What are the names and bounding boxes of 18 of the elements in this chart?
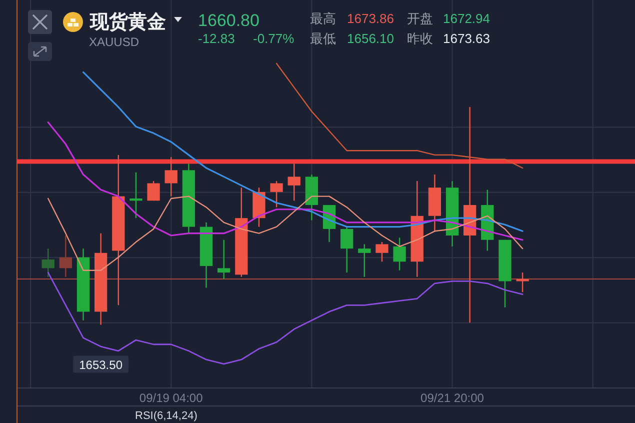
text: 1660.80 (198, 11, 260, 30)
text: 开盘 (407, 11, 433, 26)
chart-subtitle: XAUUSD (89, 35, 140, 49)
annotation: 1653.50 (79, 358, 123, 372)
text: 1656.10 (347, 31, 394, 46)
text: 1673.63 (443, 31, 490, 46)
text: 最高 (310, 11, 336, 26)
text: 1673.86 (347, 11, 394, 26)
text: -0.77% (253, 31, 295, 46)
text: -12.83 (198, 31, 235, 46)
text: 最低 (310, 31, 336, 46)
x-tick-label: 09/19 04:00 (139, 391, 204, 405)
x-tick-label: 09/21 20:00 (420, 391, 484, 405)
chart-title: 现货黄金 (89, 11, 166, 33)
text: 昨收 (407, 31, 433, 46)
text: 1672.94 (443, 11, 490, 26)
text: RSI(6,14,24) (135, 410, 198, 422)
low-label: 1653.50 (73, 356, 129, 373)
